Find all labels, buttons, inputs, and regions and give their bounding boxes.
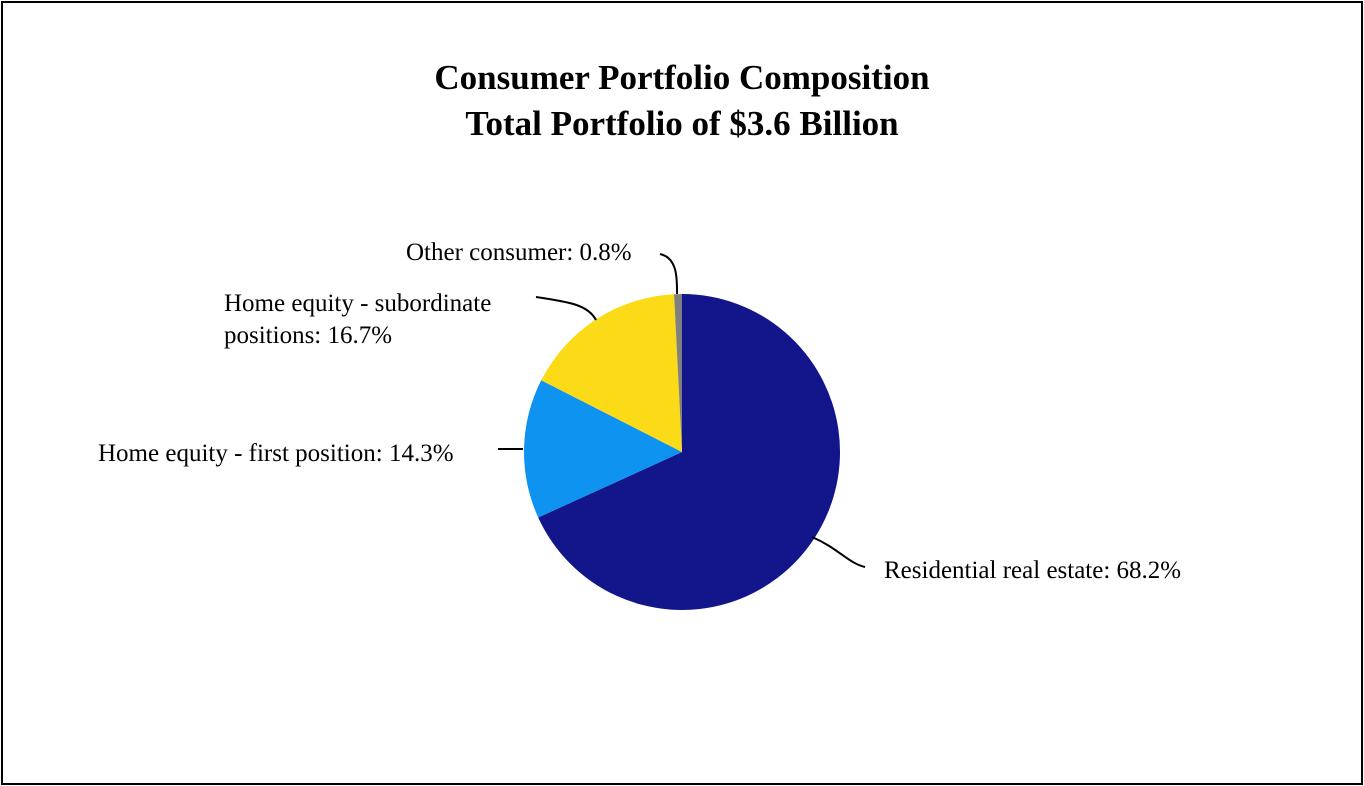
- leader-line-residential: [811, 536, 866, 568]
- slice-label-residential-real-estate: Residential real estate: 68.2%: [884, 557, 1182, 584]
- pie-slice-home-equity-first-position: [523, 380, 682, 518]
- pie-slice-residential-real-estate: [538, 294, 840, 611]
- pie-slice-home-equity-subordinate: [541, 294, 682, 452]
- pie-slice-other-consumer: [674, 294, 682, 452]
- slice-label-home-equity-subordinate-line1: Home equity - subordinate: [224, 290, 492, 317]
- slice-label-home-equity-first-position: Home equity - first position: 14.3%: [98, 440, 454, 467]
- chart-title: Consumer Portfolio Composition: [434, 58, 930, 97]
- leader-line-other-consumer: [659, 253, 679, 295]
- chart-subtitle: Total Portfolio of $3.6 Billion: [465, 104, 899, 143]
- slice-label-home-equity-subordinate-line2: positions: 16.7%: [224, 322, 393, 349]
- leader-line-subordinate: [535, 296, 597, 321]
- slice-label-other-consumer: Other consumer: 0.8%: [406, 239, 632, 266]
